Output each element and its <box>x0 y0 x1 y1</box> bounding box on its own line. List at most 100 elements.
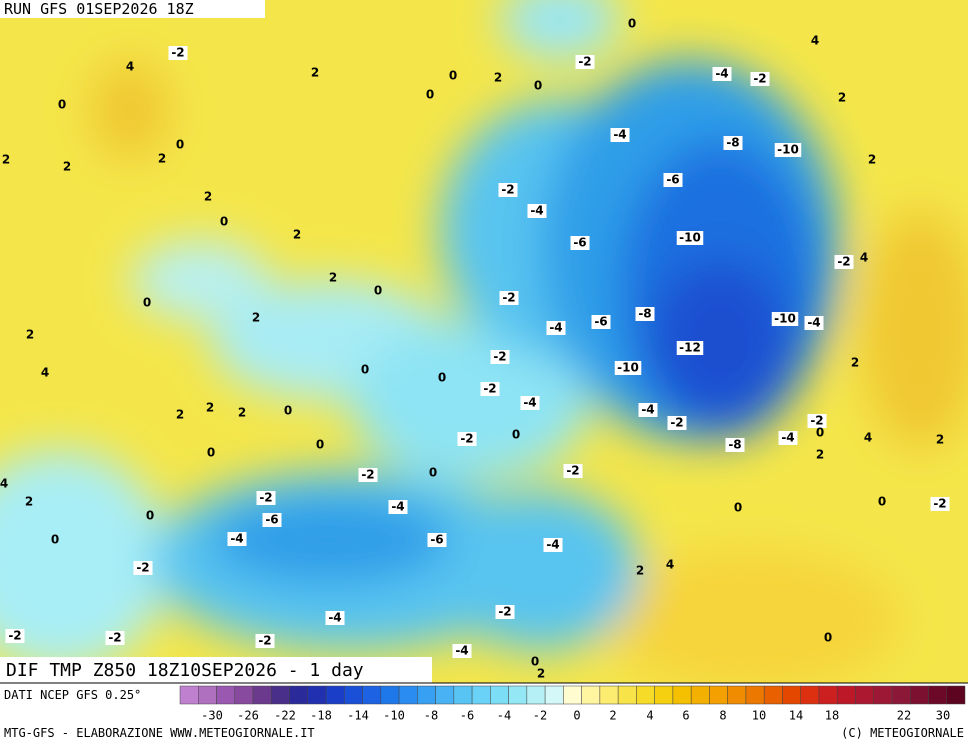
color-swatch <box>490 685 509 705</box>
label-box <box>563 464 583 478</box>
contour-label: 0 <box>284 404 292 418</box>
label-box <box>614 361 642 375</box>
contour-label: 2 <box>204 190 212 204</box>
label-box <box>427 533 447 547</box>
contour-label: 2 <box>206 401 214 415</box>
map-field <box>0 0 968 683</box>
label-box <box>168 46 188 60</box>
color-swatch <box>928 685 947 705</box>
color-swatch <box>617 685 637 705</box>
contour-label: -8 <box>726 136 739 150</box>
label-box <box>546 321 566 335</box>
contour-label: -2 <box>810 414 823 428</box>
contour-label: -6 <box>594 315 607 329</box>
label-box <box>358 468 378 482</box>
contour-label: 2 <box>176 408 184 422</box>
contour-label: 0 <box>374 284 382 298</box>
label-box <box>388 500 408 514</box>
colorbar-label: -22 <box>274 709 296 723</box>
color-swatch <box>709 685 728 705</box>
contour-label: -2 <box>566 464 579 478</box>
color-swatch <box>526 685 546 705</box>
contour-label: 4 <box>860 251 868 265</box>
contour-label: -8 <box>728 438 741 452</box>
contour-label: -4 <box>523 396 536 410</box>
label-box <box>575 55 595 69</box>
label-box <box>723 136 743 150</box>
label-box <box>105 631 125 645</box>
contour-label: 4 <box>864 431 872 445</box>
colorbar-label: 2 <box>609 709 616 723</box>
color-swatch <box>508 685 528 705</box>
contour-label: 2 <box>636 564 644 578</box>
contour-label: 2 <box>494 71 502 85</box>
contour-label: 0 <box>426 88 434 102</box>
color-swatch <box>289 685 309 705</box>
label-box <box>227 532 247 546</box>
colorbar-label: 30 <box>936 709 950 723</box>
color-swatch <box>946 685 966 705</box>
contour-label: 0 <box>220 215 228 229</box>
contour-label: 2 <box>2 153 10 167</box>
color-swatch <box>216 685 236 705</box>
color-swatch <box>763 685 783 705</box>
color-swatch <box>745 685 765 705</box>
color-swatch <box>654 685 674 705</box>
color-swatch <box>855 685 874 705</box>
label-box <box>676 231 704 245</box>
contour-label: 0 <box>51 533 59 547</box>
contour-label: -2 <box>493 350 506 364</box>
contour-label: 2 <box>63 160 71 174</box>
contour-label: -4 <box>549 321 562 335</box>
label-box <box>262 513 282 527</box>
color-swatch <box>179 685 199 705</box>
color-swatch <box>563 685 582 705</box>
colorbar-label: -4 <box>497 709 511 723</box>
colorbar-label: 4 <box>646 709 653 723</box>
color-swatch <box>234 685 254 705</box>
colorbar: -30 -26 -22 -18 -14 -10 -8 -6 -4 -2 0 2 4 6 8 10 14 18 22 3… <box>179 685 966 723</box>
label-box <box>457 432 477 446</box>
color-swatch <box>836 685 856 705</box>
contour-label: 0 <box>816 426 824 440</box>
color-swatch <box>417 685 436 705</box>
colorbar-label: -8 <box>424 709 438 723</box>
contour-label: -8 <box>638 307 651 321</box>
contour-label: -2 <box>837 255 850 269</box>
contour-label: -10 <box>774 312 796 326</box>
contour-label: -4 <box>455 644 468 658</box>
contour-label: 2 <box>158 152 166 166</box>
contour-label: -4 <box>546 538 559 552</box>
color-swatch <box>398 685 418 705</box>
contour-label: 2 <box>329 271 337 285</box>
contour-label: -12 <box>679 341 701 355</box>
label-box <box>774 143 802 157</box>
label-box <box>495 605 515 619</box>
contour-label: 2 <box>838 91 846 105</box>
label-box <box>834 255 854 269</box>
contour-label: -6 <box>265 513 278 527</box>
contour-label: 2 <box>293 228 301 242</box>
label-box <box>5 629 25 643</box>
label-box <box>930 497 950 511</box>
contour-label: -2 <box>502 291 515 305</box>
color-swatch <box>873 685 893 705</box>
contour-label: 0 <box>534 79 542 93</box>
color-swatch <box>344 685 363 705</box>
label-box <box>778 431 798 445</box>
colorbar-label: -10 <box>383 709 405 723</box>
label-box <box>712 67 732 81</box>
label-box <box>750 72 770 86</box>
color-swatch <box>818 685 838 705</box>
colorbar-label: 22 <box>897 709 911 723</box>
colorbar-label: -2 <box>533 709 547 723</box>
label-box <box>452 644 472 658</box>
colorbar-label: -26 <box>237 709 259 723</box>
label-box <box>667 416 687 430</box>
source-label: DATI NCEP GFS 0.25° <box>4 688 141 702</box>
contour-label: 2 <box>252 311 260 325</box>
contour-label: 2 <box>25 495 33 509</box>
contour-label: -10 <box>617 361 639 375</box>
color-swatch <box>435 685 455 705</box>
